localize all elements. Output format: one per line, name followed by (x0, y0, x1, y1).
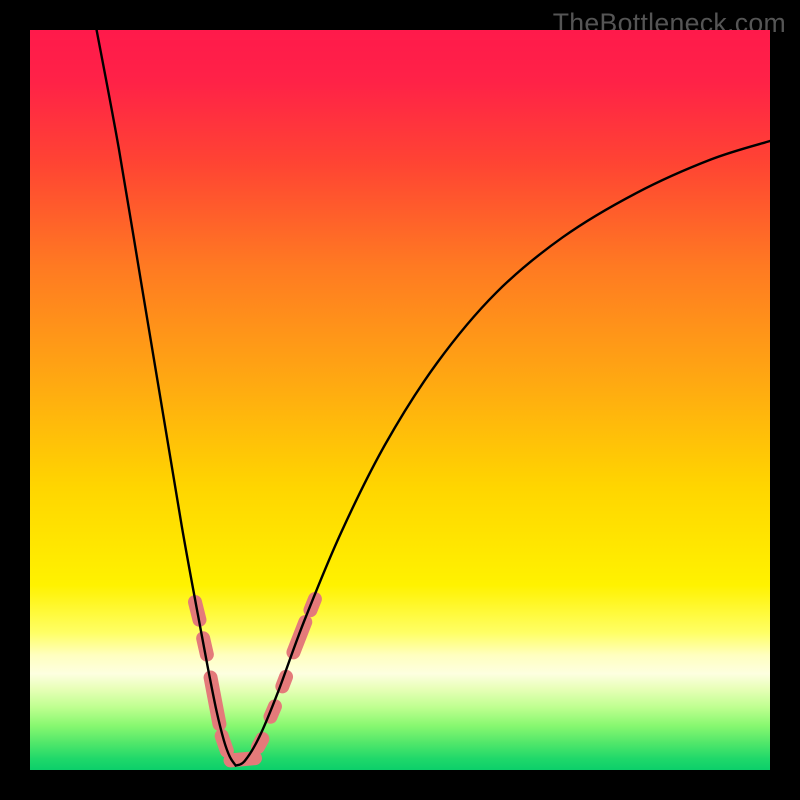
outer-frame: TheBottleneck.com (0, 0, 800, 800)
gradient-background (30, 30, 770, 770)
marker-blob (231, 758, 255, 760)
bottleneck-chart (30, 30, 770, 770)
